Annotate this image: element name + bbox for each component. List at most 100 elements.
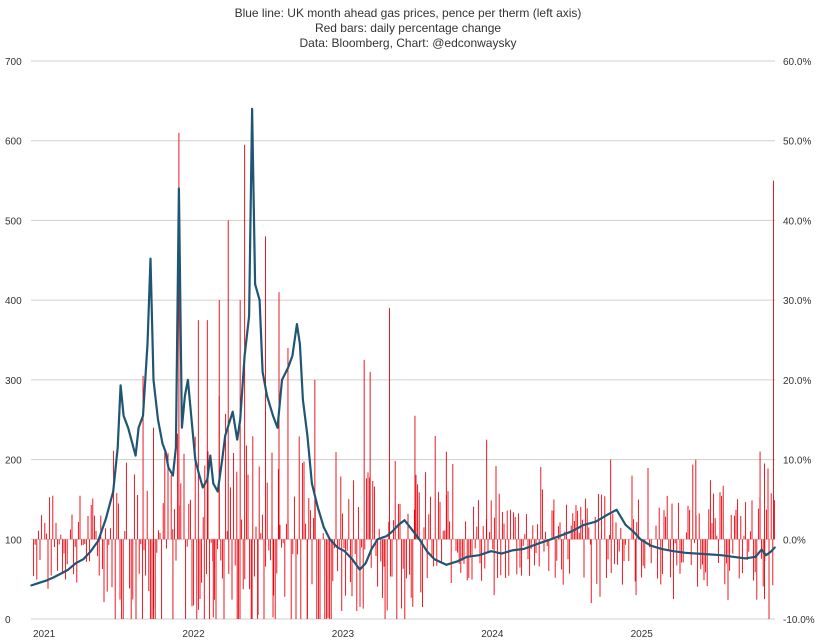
price-point <box>251 108 253 110</box>
price-point <box>122 414 125 417</box>
price-point <box>137 426 140 429</box>
price-point <box>323 526 325 529</box>
right-tick-label: 20.0% <box>783 376 811 387</box>
price-point <box>370 548 373 550</box>
x-tick-label: 2022 <box>182 629 205 640</box>
right-tick-label: -10.0% <box>783 615 815 626</box>
price-point <box>351 558 354 561</box>
price-point <box>624 524 627 526</box>
right-tick-label: 50.0% <box>783 137 811 148</box>
price-point <box>197 470 200 473</box>
price-point <box>466 556 469 558</box>
price-point <box>696 552 699 555</box>
price-point <box>175 446 177 449</box>
left-tick-label: 300 <box>5 376 22 387</box>
price-point <box>236 438 238 441</box>
price-point <box>391 530 394 533</box>
left-tick-label: 400 <box>5 296 22 307</box>
x-tick-label: 2025 <box>631 629 654 640</box>
price-point <box>582 524 585 526</box>
price-point <box>37 582 40 584</box>
price-point <box>116 446 119 449</box>
price-point <box>560 534 563 537</box>
price-point <box>261 371 264 373</box>
price-point <box>732 556 734 558</box>
price-point <box>426 550 428 553</box>
price-point <box>291 355 294 357</box>
price-point <box>774 546 776 549</box>
price-point <box>254 283 256 286</box>
title-line-2: Red bars: daily percentage change <box>315 21 501 35</box>
price-point <box>571 530 573 533</box>
price-point <box>67 568 70 571</box>
price-point <box>538 542 540 545</box>
price-point <box>376 538 379 541</box>
left-tick-label: 0 <box>5 615 11 626</box>
price-point <box>157 418 159 421</box>
price-point <box>194 458 197 461</box>
x-tick-label: 2021 <box>33 629 56 640</box>
price-point <box>639 538 642 541</box>
price-point <box>281 379 283 381</box>
price-line-series <box>30 107 776 587</box>
price-point <box>311 482 313 485</box>
price-point <box>119 384 122 387</box>
chart-title: Blue line: UK month ahead gas prices, pe… <box>235 6 582 50</box>
left-tick-label: 100 <box>5 535 22 546</box>
price-point <box>336 546 339 549</box>
price-point <box>134 454 137 457</box>
left-tick-label: 200 <box>5 456 22 467</box>
price-point <box>385 535 388 537</box>
price-point <box>248 315 250 317</box>
left-tick-label: 700 <box>5 57 22 68</box>
price-point <box>358 568 361 571</box>
price-point <box>632 530 634 533</box>
price-point <box>455 560 458 563</box>
price-point <box>75 562 77 564</box>
title-line-1: Blue line: UK month ahead gas prices, pe… <box>235 6 582 20</box>
price-point <box>178 187 180 190</box>
price-point <box>112 490 114 493</box>
price-point <box>104 518 107 521</box>
price-point <box>266 395 268 397</box>
price-point <box>146 343 149 345</box>
price-point <box>299 343 301 345</box>
price-point <box>167 466 170 469</box>
x-tick-label: 2023 <box>332 629 355 640</box>
price-point <box>744 557 746 560</box>
price-point <box>769 551 772 553</box>
price-point <box>276 426 279 429</box>
price-point <box>52 576 55 579</box>
price-point <box>760 548 763 551</box>
price-point <box>149 257 152 260</box>
daily-change-bars <box>33 132 775 619</box>
price-point <box>328 538 331 541</box>
price-point <box>433 558 436 561</box>
price-point <box>216 490 219 493</box>
price-point <box>418 538 421 541</box>
x-tick-label: 2024 <box>481 629 504 640</box>
right-tick-label: 60.0% <box>783 57 811 68</box>
price-point <box>550 538 552 541</box>
price-point <box>302 398 304 401</box>
price-point <box>765 554 767 557</box>
right-tick-label: 0.0% <box>783 535 806 546</box>
price-point <box>152 379 155 381</box>
price-point <box>317 506 319 509</box>
price-point <box>60 572 62 575</box>
price-point <box>490 550 492 553</box>
price-point <box>343 550 346 553</box>
price-point <box>181 426 183 429</box>
price-point <box>478 554 480 557</box>
price-point <box>206 478 209 481</box>
price-point <box>89 550 92 553</box>
price-point <box>187 379 189 381</box>
price-point <box>615 508 618 511</box>
price-point <box>306 434 309 437</box>
left-tick-label: 500 <box>5 216 22 227</box>
price-point <box>660 548 663 550</box>
left-y-axis: 0 100 200 300 400 500 600 700 <box>5 57 22 626</box>
price-point <box>127 426 129 429</box>
price-point <box>209 454 212 457</box>
price-point <box>221 458 224 461</box>
